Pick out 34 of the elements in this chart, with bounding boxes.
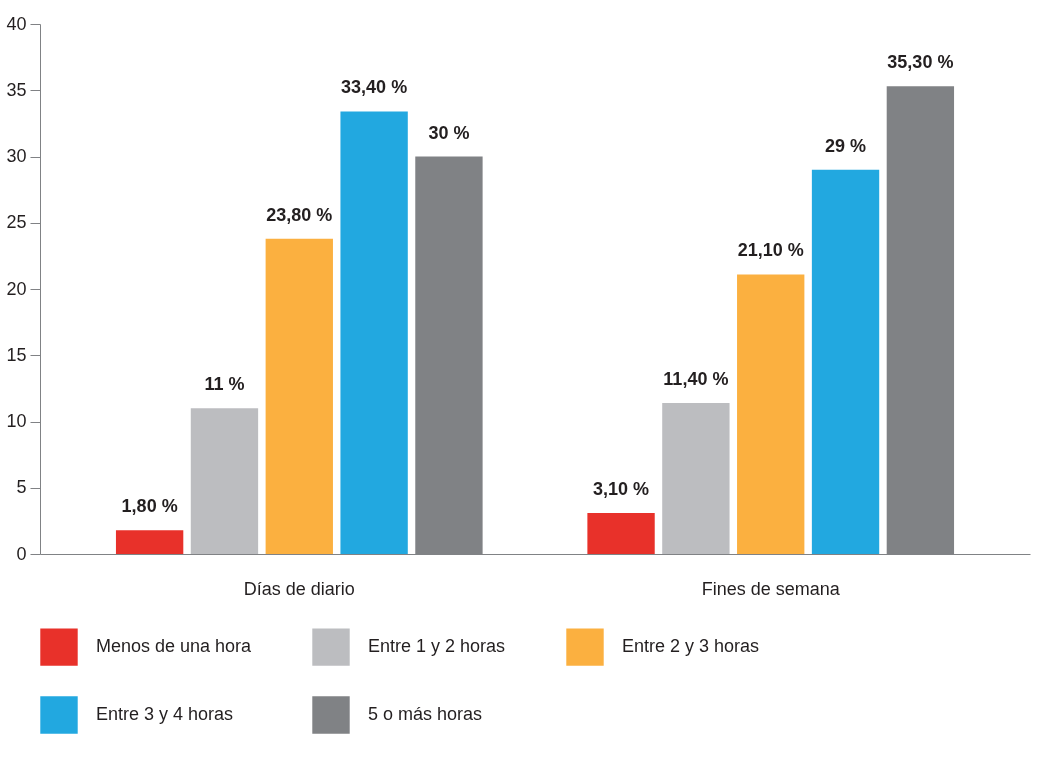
legend-label: Menos de una hora: [96, 636, 253, 657]
bar: [190, 408, 259, 554]
legend-label: Entre 3 y 4 horas: [96, 704, 234, 724]
x-tick-label: Días de diario: [243, 578, 355, 599]
data-label: 3,10 %: [593, 478, 650, 499]
y-tick-label: 15: [6, 344, 27, 365]
data-label: 11,40 %: [663, 368, 729, 389]
bar: [265, 238, 333, 554]
data-label: 23,80 %: [266, 204, 333, 225]
data-label: 30 %: [428, 122, 470, 143]
data-label: 33,40 %: [341, 77, 408, 98]
y-tick-label: 5: [16, 477, 27, 498]
bar: [115, 530, 184, 554]
x-tick-label: Fines de semana: [701, 578, 841, 599]
data-label: 29 %: [825, 135, 867, 156]
data-label: 21,10 %: [737, 240, 804, 261]
bar: [662, 402, 730, 554]
data-label: 35,30 %: [887, 52, 954, 73]
y-tick-label: 30: [6, 146, 27, 166]
bar: [587, 512, 655, 554]
legend-label: 5 o más horas: [368, 704, 483, 724]
bar: [811, 169, 880, 554]
y-tick-label: 20: [6, 278, 27, 299]
data-label: 11 %: [204, 374, 245, 395]
y-tick-label: 35: [6, 79, 27, 100]
legend-label: Entre 2 y 3 horas: [622, 636, 760, 657]
bar: [737, 274, 805, 554]
y-tick-label: 10: [6, 411, 27, 431]
y-tick-label: 25: [6, 212, 27, 233]
y-tick-label: 40: [6, 13, 27, 34]
data-label: 1,80 %: [121, 496, 178, 517]
y-tick-label: 0: [16, 543, 27, 564]
bar: [340, 111, 408, 554]
legend-label: Entre 1 y 2 horas: [368, 636, 506, 657]
